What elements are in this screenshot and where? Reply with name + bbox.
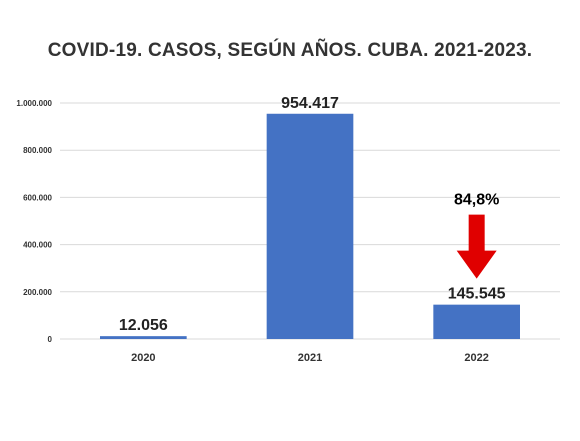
x-axis-category-labels: 2020 2021 2022: [131, 352, 489, 364]
bars: [100, 113, 520, 339]
y-axis-tick-labels: 0 200.000 400.000 600.000 800.000 1.000.000: [16, 99, 52, 344]
annotation-label: 84,8%: [454, 192, 499, 209]
bar: [433, 304, 520, 339]
y-tick-label: 800.000: [23, 146, 52, 155]
y-tick-label: 200.000: [23, 288, 52, 297]
y-tick-label: 600.000: [23, 193, 52, 202]
bar: [266, 113, 354, 339]
data-label: 954.417: [281, 95, 339, 112]
down-arrow-icon: [456, 214, 497, 279]
y-tick-label: 1.000.000: [16, 99, 52, 108]
bar: [100, 336, 187, 339]
data-label: 12.056: [119, 317, 168, 334]
x-category-label: 2022: [464, 352, 488, 364]
chart-title: COVID-19. CASOS, SEGÚN AÑOS. CUBA. 2021-…: [47, 40, 533, 61]
y-tick-label: 400.000: [23, 241, 52, 250]
x-category-label: 2021: [298, 352, 322, 364]
y-tick-label: 0: [48, 335, 53, 344]
data-label: 145.545: [448, 286, 506, 303]
data-labels: 12.056 954.417 145.545: [119, 95, 506, 334]
annotation: 84,8%: [454, 192, 499, 279]
x-category-label: 2020: [131, 352, 155, 364]
